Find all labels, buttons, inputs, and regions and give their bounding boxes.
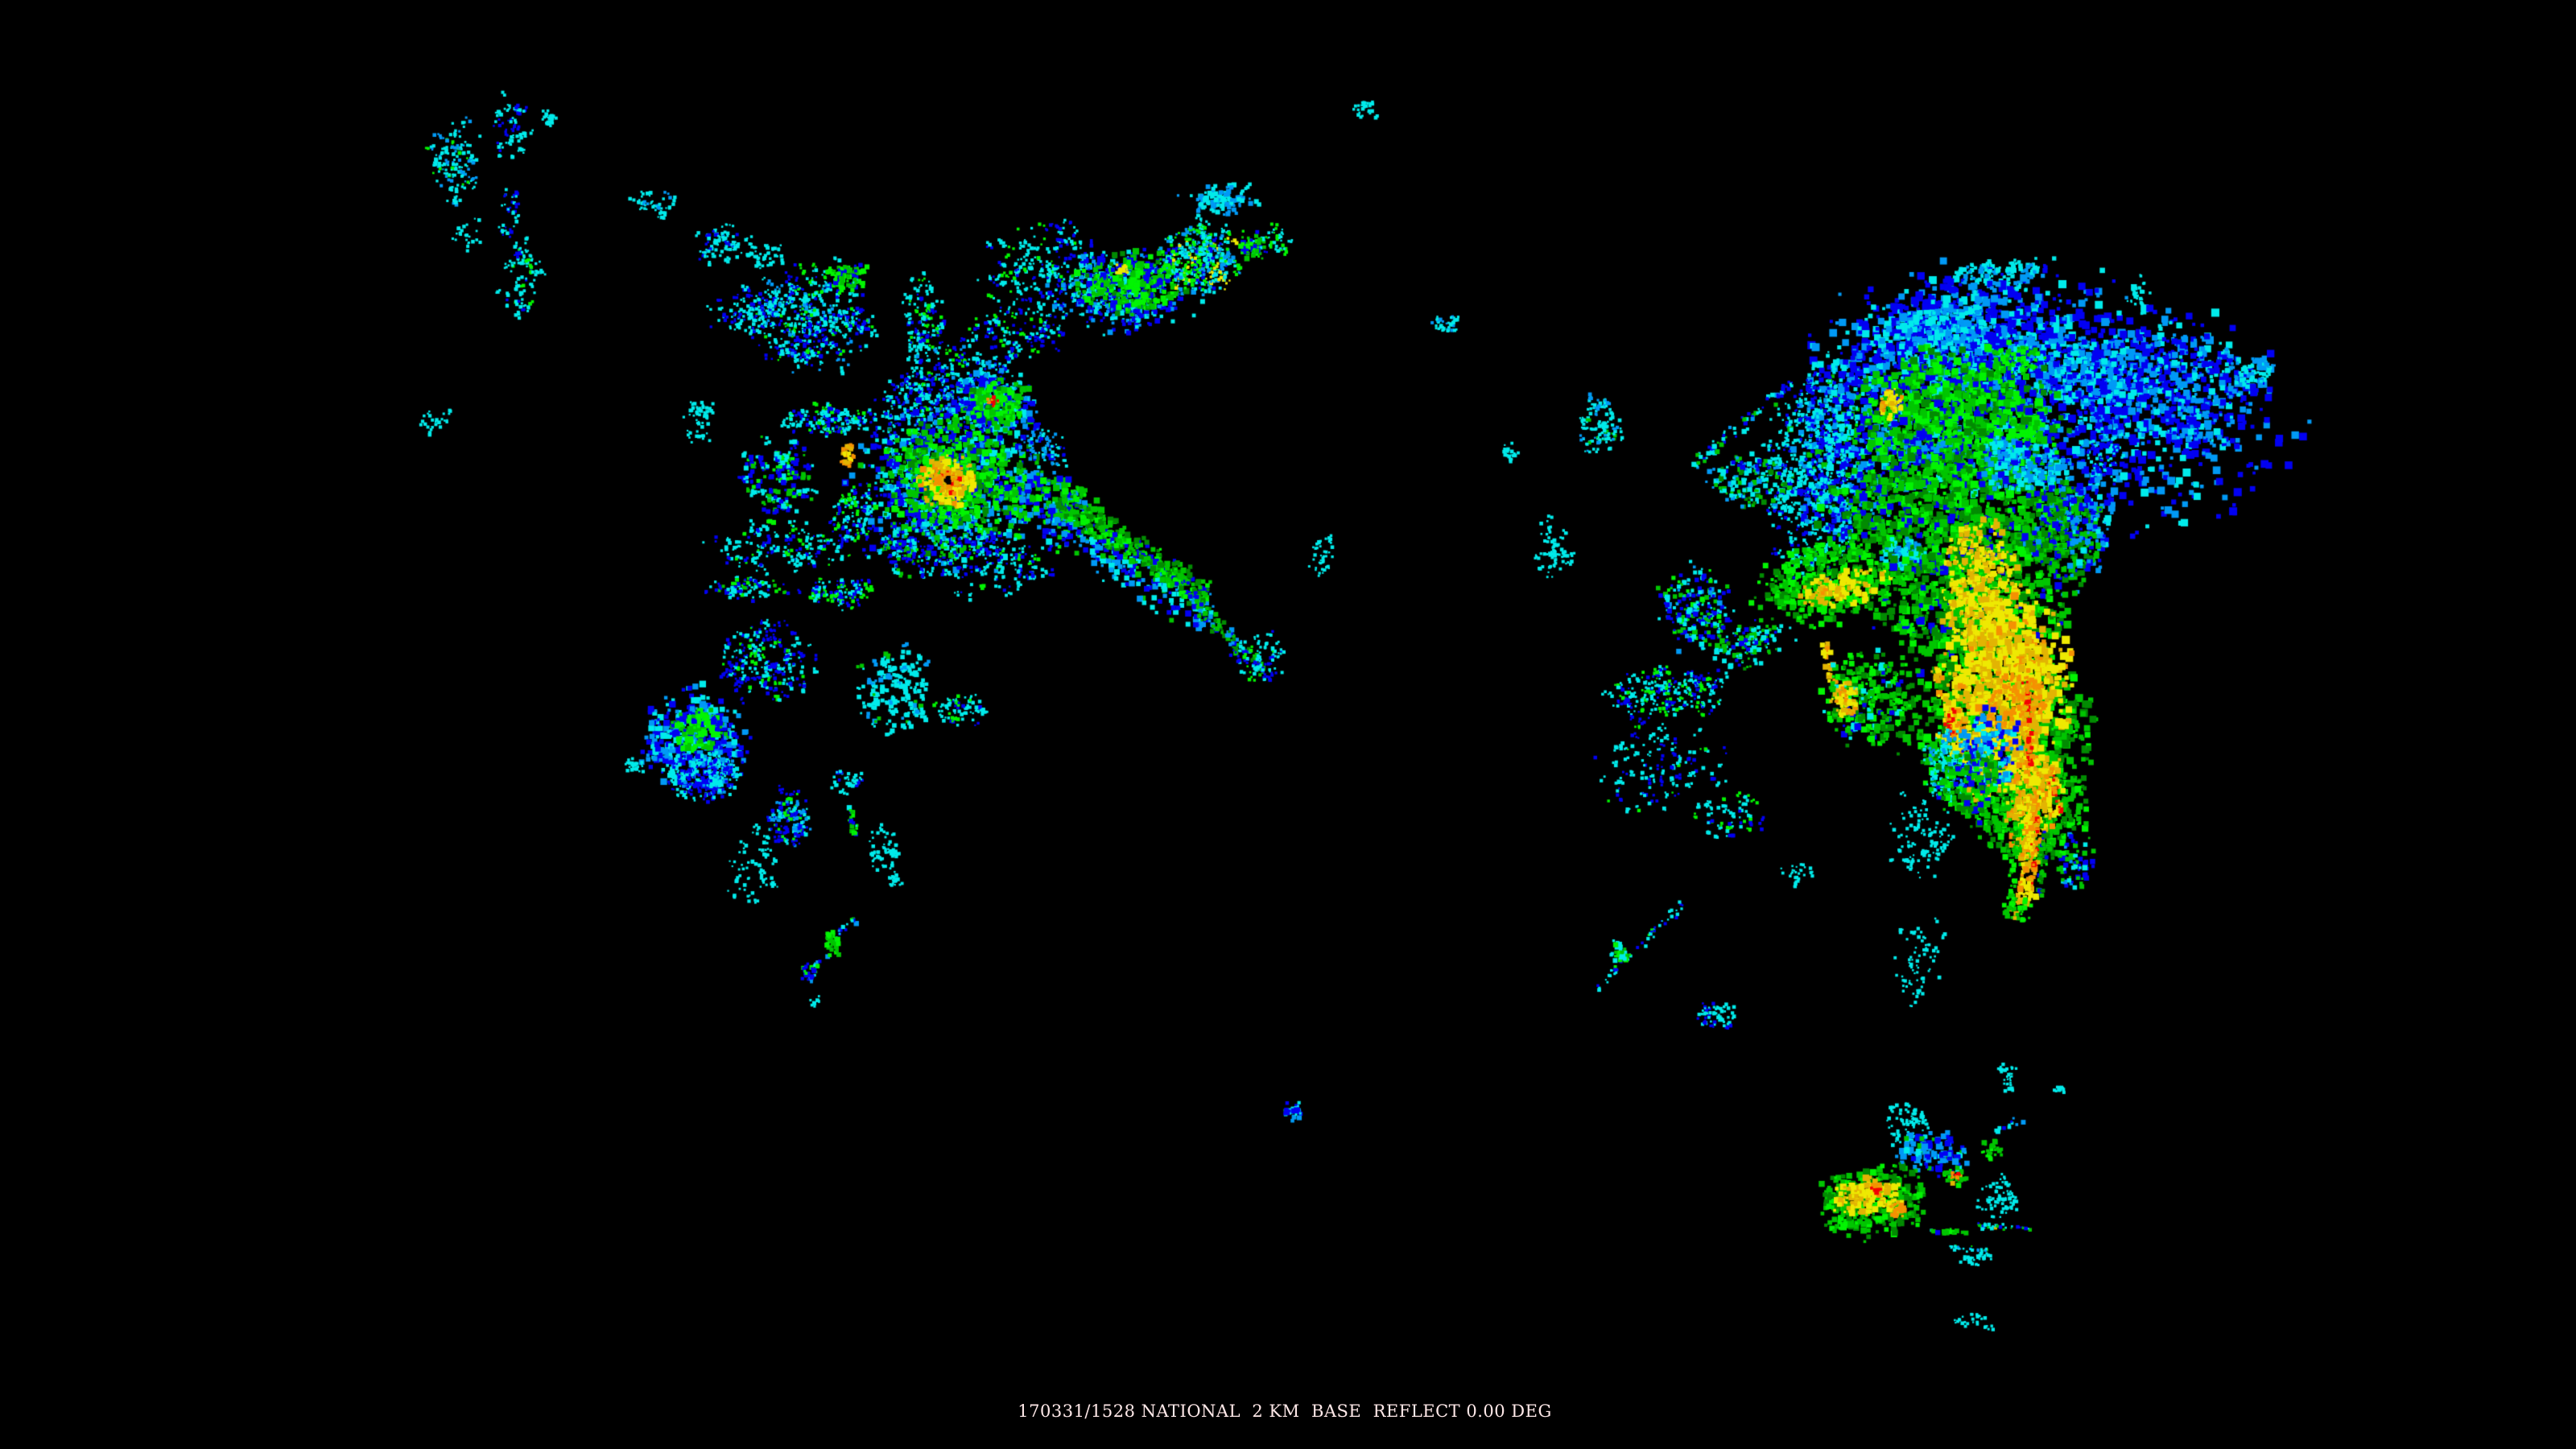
radar-caption: 170331/1528 NATIONAL 2 KM BASE REFLECT 0… (1018, 1402, 1552, 1421)
